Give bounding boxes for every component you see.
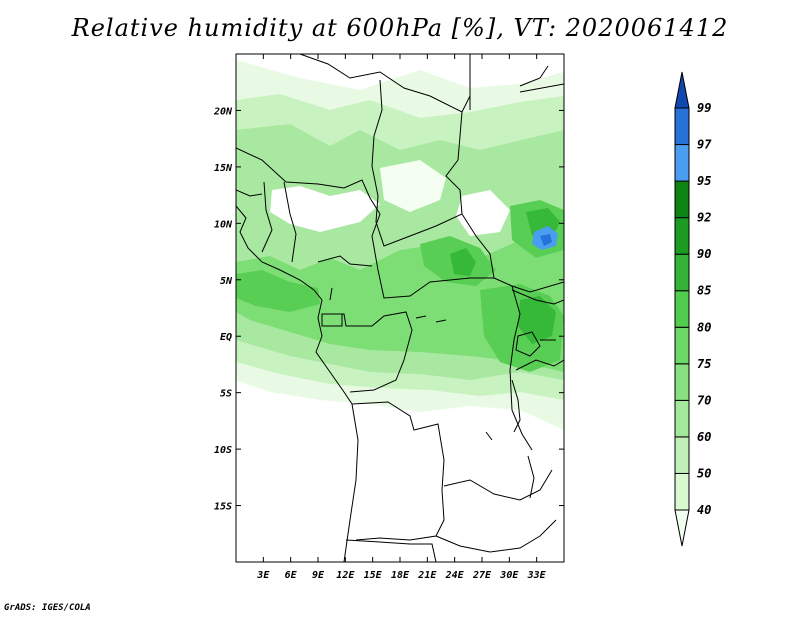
lon-tick-label: 30E xyxy=(499,570,519,581)
colorbar-label: 90 xyxy=(697,247,711,261)
colorbar-segment xyxy=(674,290,690,328)
colorbar-label: 60 xyxy=(697,430,711,444)
humidity-gap-1 xyxy=(270,186,380,232)
humidity-region-90-a xyxy=(450,248,476,276)
colorbar: 40 50 60 70 75 80 85 90 92 95 97 99 xyxy=(674,71,712,547)
lat-tick-label: 5S xyxy=(220,389,232,400)
colorbar-segment xyxy=(674,253,690,292)
lat-tick-label: 20N xyxy=(213,106,233,117)
lake-tanganyika xyxy=(511,379,521,433)
humidity-gap-3 xyxy=(456,190,510,236)
lat-tick-label: 5N xyxy=(220,276,233,287)
border-zambia xyxy=(443,469,553,501)
lat-tick-label: 15N xyxy=(214,163,233,174)
country-borders xyxy=(236,54,564,562)
lake-victoria xyxy=(515,331,541,357)
border-chad xyxy=(371,79,463,247)
lat-tick-label: 15S xyxy=(214,502,232,513)
humidity-gap-2 xyxy=(380,160,446,212)
colorbar-segment xyxy=(674,144,690,182)
lon-tick-label: 27E xyxy=(472,570,492,581)
colorbar-segment xyxy=(674,217,690,255)
lon-tick-label: 24E xyxy=(445,570,465,581)
colorbar-label: 50 xyxy=(697,466,711,480)
footer-credit: GrADS: IGES/COLA xyxy=(4,603,91,613)
lat-tick-label: EQ xyxy=(220,332,232,343)
border-cameroon xyxy=(317,255,373,301)
humidity-region-97 xyxy=(540,234,552,246)
humidity-field xyxy=(236,54,564,562)
colorbar-label: 85 xyxy=(697,284,711,298)
rivers-1 xyxy=(415,315,493,441)
colorbar-segment xyxy=(674,436,690,474)
colorbar-label: 80 xyxy=(697,320,711,334)
lon-tick-label: 15E xyxy=(364,570,383,581)
lat-tick-label: 10N xyxy=(214,219,233,230)
colorbar-label: 92 xyxy=(697,211,711,225)
lon-tick-label: 33E xyxy=(527,570,547,581)
chart-title: Relative humidity at 600hPa [%], VT: 202… xyxy=(71,14,729,42)
colorbar-segment xyxy=(674,472,690,511)
colorbar-label: 97 xyxy=(697,138,712,152)
red-sea-coast xyxy=(519,65,564,93)
latitude-axis: 20N 15N 10N 5N EQ 5S 10S 15S xyxy=(213,106,564,513)
colorbar-segment xyxy=(674,326,690,365)
colorbar-segment xyxy=(674,107,690,146)
border-niger-north xyxy=(299,54,471,113)
colorbar-label: 40 xyxy=(697,503,711,517)
humidity-region-85-a xyxy=(236,270,320,312)
lon-tick-label: 3E xyxy=(256,570,270,581)
lon-tick-label: 18E xyxy=(391,570,410,581)
border-car xyxy=(371,235,494,299)
border-south xyxy=(435,519,557,553)
border-congo-drc xyxy=(330,311,413,393)
colorbar-segment xyxy=(674,399,690,438)
colorbar-label: 99 xyxy=(697,101,711,115)
border-drc-east xyxy=(509,285,533,451)
border-west-states xyxy=(236,181,297,263)
colorbar-label: 70 xyxy=(697,393,711,407)
lon-tick-label: 21E xyxy=(417,570,437,581)
colorbar-segment xyxy=(674,363,690,401)
border-angola xyxy=(351,401,445,541)
humidity-region-90-b xyxy=(518,296,556,344)
colorbar-label: 75 xyxy=(697,357,711,371)
colorbar-segment xyxy=(674,180,690,219)
border-east-africa xyxy=(511,289,564,371)
lake-malawi xyxy=(527,455,535,499)
lat-tick-label: 10S xyxy=(214,445,232,456)
longitude-axis: 3E 6E 9E 12E 15E 18E 21E 24E 27E 30E 33E xyxy=(256,54,547,581)
lon-tick-label: 12E xyxy=(336,570,355,581)
coastline-west xyxy=(236,205,359,562)
lon-tick-label: 9E xyxy=(312,570,325,581)
colorbar-segment xyxy=(674,509,690,547)
colorbar-label: 95 xyxy=(697,174,711,188)
colorbar-segment xyxy=(674,71,690,109)
border-namibia xyxy=(345,539,437,562)
lon-tick-label: 6E xyxy=(285,570,298,581)
